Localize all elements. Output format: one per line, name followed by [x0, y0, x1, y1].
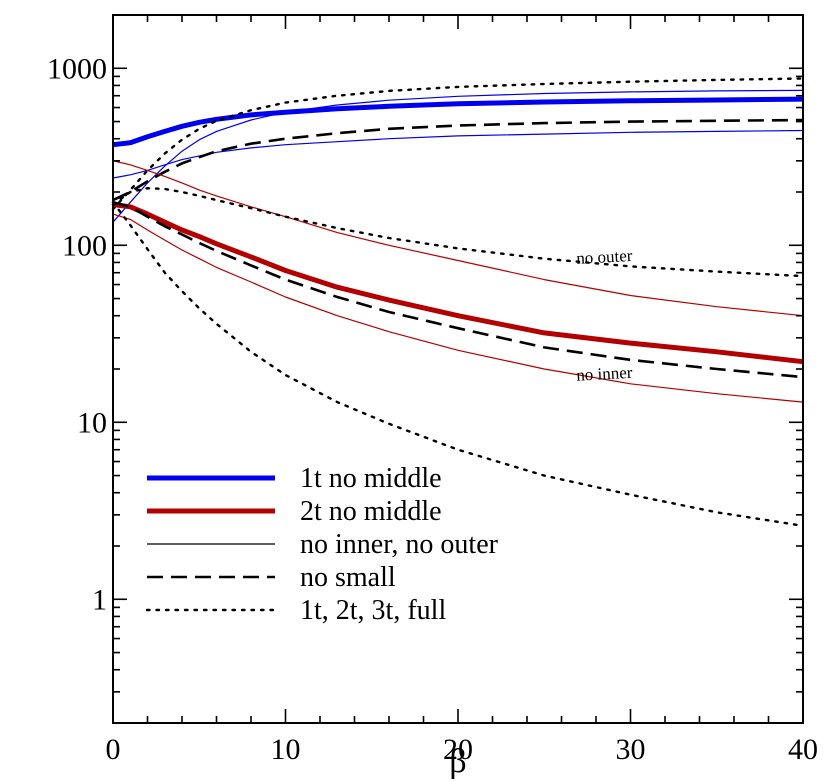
- series-line-4: [111, 77, 805, 211]
- tick-labels: 0 10 20 30 40 1 10 100 1000: [47, 52, 818, 766]
- x-tick-label: 20: [443, 733, 473, 766]
- annotation-layer: no outer no inner: [576, 246, 633, 385]
- series-line-0: [112, 96, 804, 148]
- series-line-2: [112, 129, 804, 179]
- y-tick-label: 10: [77, 406, 107, 439]
- axis-ticks: [112, 14, 804, 724]
- legend-label: 2t no middle: [300, 496, 442, 527]
- annotation-label: no inner: [576, 363, 633, 385]
- y-tick-label: 100: [62, 229, 107, 262]
- series-line-1: [112, 89, 804, 223]
- legend-label: 1t, 2t, 3t, full: [300, 595, 446, 626]
- x-tick-label: 10: [271, 733, 301, 766]
- series-line-3: [112, 118, 804, 202]
- series-line-6: [112, 160, 804, 317]
- legend-label: no small: [300, 562, 396, 593]
- x-axis-title: β: [449, 743, 466, 780]
- series-line-8: [112, 201, 804, 379]
- x-tick-label: 40: [788, 733, 818, 766]
- legend-label: no inner, no outer: [300, 529, 499, 560]
- x-tick-label: 0: [106, 733, 121, 766]
- series-layer: [111, 77, 805, 527]
- y-tick-label: 1: [92, 583, 107, 616]
- annotation-label: no outer: [576, 246, 633, 268]
- legend-label: 1t no middle: [300, 463, 442, 494]
- series-line-7: [112, 213, 804, 403]
- y-tick-label: 1000: [47, 52, 107, 85]
- series-line-5: [112, 202, 804, 365]
- series-line-9: [111, 187, 805, 278]
- x-tick-label: 30: [616, 733, 646, 766]
